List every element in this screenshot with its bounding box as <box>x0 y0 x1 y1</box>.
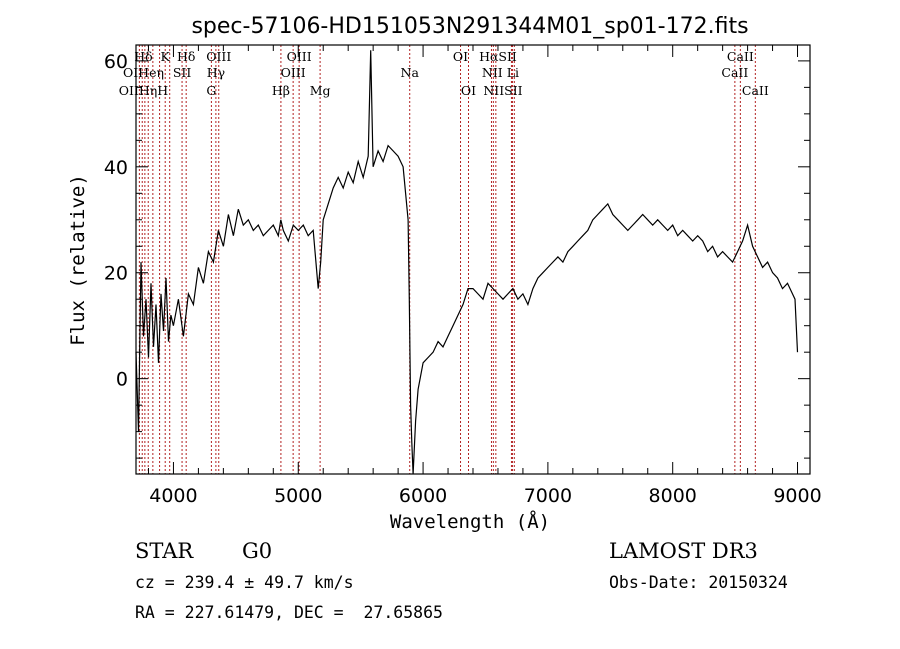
subclass: G0 <box>242 539 273 563</box>
line-label: Mg <box>310 83 331 98</box>
chart-title: spec-57106-HD151053N291344M01_sp01-172.f… <box>191 14 748 39</box>
x-tick-label: 5000 <box>274 485 322 507</box>
y-tick-label: 40 <box>104 157 128 179</box>
line-label: NII Li <box>482 65 519 80</box>
y-tick-label: 0 <box>116 369 128 391</box>
line-label: Hδ <box>177 49 195 64</box>
line-label: Hδ <box>134 49 152 64</box>
survey-name: LAMOST DR3 <box>609 539 758 563</box>
plot-frame <box>135 44 811 475</box>
x-tick-label: 8000 <box>649 485 697 507</box>
line-label: CaII <box>742 83 769 98</box>
x-tick-label: 7000 <box>524 485 572 507</box>
x-tick-label: 6000 <box>399 485 447 507</box>
y-tick-label: 20 <box>104 263 128 285</box>
line-label: G <box>206 83 216 98</box>
observation-date: Obs-Date: 20150324 <box>609 573 788 592</box>
line-markers <box>138 45 756 474</box>
axes: 4000 5000 6000 7000 8000 9000 0 20 40 60 <box>104 44 822 507</box>
y-axis-label: Flux (relative) <box>67 174 89 346</box>
line-label: Hβ <box>272 83 290 98</box>
object-type: STAR <box>135 539 194 563</box>
line-label: HαSII <box>479 49 517 64</box>
line-label: CaII <box>721 65 748 80</box>
y-tick-label: 60 <box>104 51 128 73</box>
line-label: K <box>161 49 171 64</box>
line-label: NIISII <box>483 83 522 98</box>
line-label: OIHeη <box>123 65 164 80</box>
line-label: Hγ <box>207 65 225 80</box>
coordinates: RA = 227.61479, DEC = 27.65865 <box>135 603 443 622</box>
plot-area <box>135 50 799 475</box>
line-label: OIII <box>287 49 312 64</box>
line-label: OIII <box>281 65 306 80</box>
line-label: SII <box>173 65 192 80</box>
line-label: OI <box>453 49 468 64</box>
redshift-value: cz = 239.4 ± 49.7 km/s <box>135 573 354 592</box>
x-tick-label: 4000 <box>149 485 197 507</box>
line-label: CaII <box>727 49 754 64</box>
line-label: OIII <box>206 49 231 64</box>
line-label: OI <box>461 83 476 98</box>
line-label: Na <box>401 65 420 80</box>
line-label: OIIHηH <box>119 83 169 98</box>
spectrum-line <box>135 50 799 475</box>
x-axis-label: Wavelength (Å) <box>390 510 550 533</box>
x-tick-label: 9000 <box>773 485 821 507</box>
